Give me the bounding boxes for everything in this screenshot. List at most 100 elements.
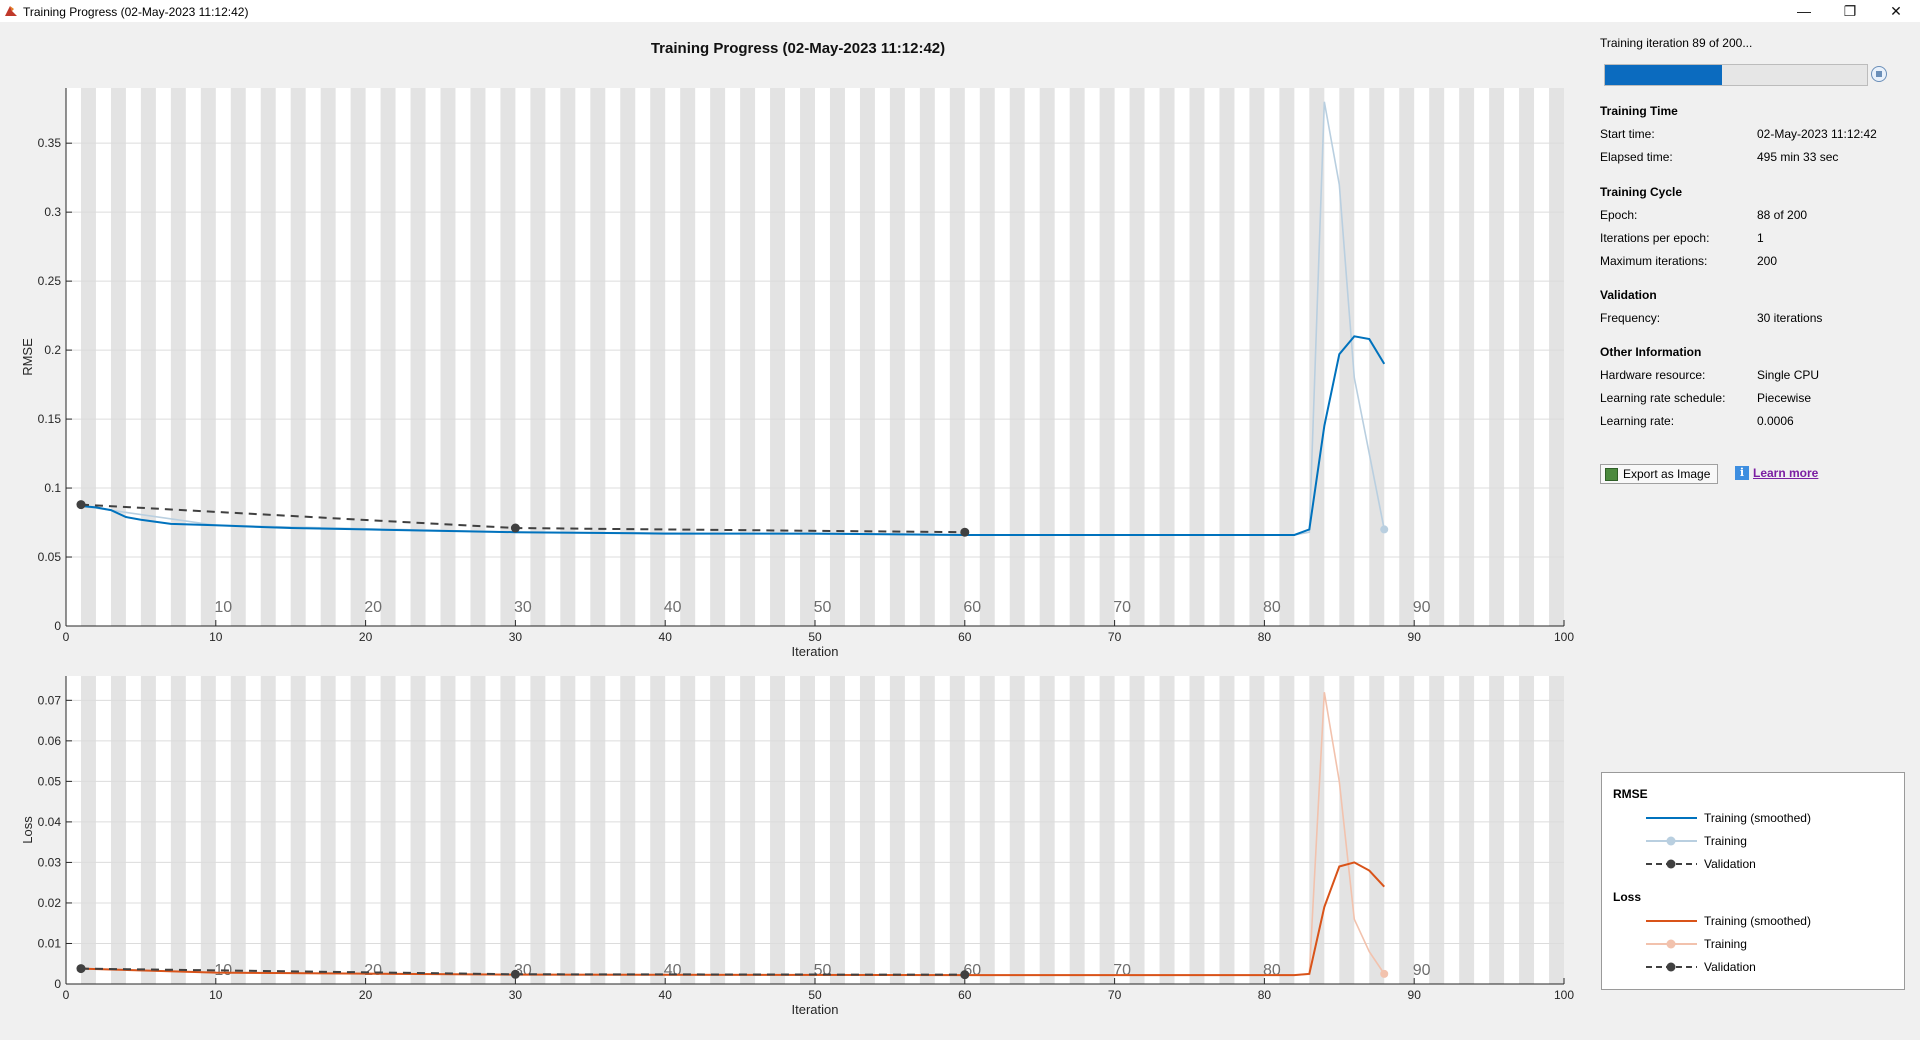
epoch-band (740, 88, 756, 626)
epoch-band (410, 88, 426, 626)
y-tick-label: 0 (54, 619, 61, 633)
hardware-resource-label: Hardware resource: (1600, 368, 1706, 382)
training-time-heading: Training Time (1600, 104, 1678, 118)
epoch-band (1099, 676, 1115, 984)
epoch-label: 60 (963, 599, 981, 616)
max-iterations-label: Maximum iterations: (1600, 254, 1708, 268)
epoch-band (500, 88, 516, 626)
y-tick-label: 0.35 (38, 136, 62, 150)
y-tick-label: 0.07 (38, 693, 62, 707)
x-tick-label: 40 (659, 988, 673, 1002)
epoch-band (650, 676, 666, 984)
x-tick-label: 40 (659, 630, 673, 644)
epoch-band (1429, 676, 1445, 984)
epoch-band (110, 88, 126, 626)
y-tick-label: 0.06 (38, 734, 62, 748)
x-tick-label: 30 (509, 630, 523, 644)
epoch-band (230, 88, 246, 626)
epoch-band (590, 676, 606, 984)
x-tick-label: 0 (63, 988, 70, 1002)
legend: RMSE Training (smoothed) Training Valida… (1601, 772, 1905, 990)
epoch-band (1369, 676, 1385, 984)
start-time-value: 02-May-2023 11:12:42 (1757, 127, 1877, 141)
epoch-band (260, 88, 276, 626)
frequency-value: 30 iterations (1757, 311, 1823, 325)
epoch-band (1189, 88, 1205, 626)
epoch-band (1249, 676, 1265, 984)
restore-button[interactable]: ❐ (1843, 3, 1857, 19)
epoch-band (560, 88, 576, 626)
epoch-band (1159, 676, 1175, 984)
epoch-label: 50 (814, 599, 832, 616)
lr-schedule-label: Learning rate schedule: (1600, 391, 1726, 405)
x-tick-label: 60 (958, 988, 972, 1002)
y-tick-label: 0.04 (38, 815, 62, 829)
epoch-band (1429, 88, 1445, 626)
other-information-heading: Other Information (1600, 345, 1702, 359)
epoch-band (380, 88, 396, 626)
epoch-band (949, 676, 965, 984)
legend-rmse-training-label: Training (1704, 834, 1747, 848)
epoch-band (1279, 676, 1295, 984)
epoch-band (800, 676, 815, 984)
epoch-band (440, 88, 456, 626)
epoch-band (590, 88, 606, 626)
epoch-band (470, 88, 486, 626)
legend-rmse-training: Training (1644, 833, 1884, 849)
image-icon (1605, 467, 1618, 481)
legend-loss-smoothed: Training (smoothed) (1644, 913, 1884, 929)
series-validation-marker (960, 970, 970, 980)
series-validation-marker (510, 523, 520, 533)
legend-loss-smoothed-label: Training (smoothed) (1704, 914, 1811, 928)
epoch-band (859, 676, 875, 984)
epoch-band (470, 676, 486, 984)
epoch-band (530, 676, 546, 984)
stop-training-button[interactable] (1871, 66, 1887, 82)
training-plots: 0 0.05 0.1 0.15 0.2 0.25 0.3 0.35 0 10 20 30 40 50 60 7… (20, 88, 1574, 1017)
epoch-band (770, 676, 786, 984)
epoch-band (290, 88, 306, 626)
epoch-band (1219, 676, 1235, 984)
epoch-band (1399, 88, 1415, 626)
epoch-band (800, 88, 815, 626)
epoch-band (320, 88, 336, 626)
series-training-marker (1380, 969, 1389, 978)
x-tick-label: 50 (808, 630, 822, 644)
epoch-band (919, 88, 935, 626)
series-validation-marker (960, 527, 970, 537)
epoch-label: 70 (1113, 599, 1131, 616)
progress-fill (1605, 65, 1722, 85)
close-button[interactable]: ✕ (1890, 3, 1902, 19)
figure-title: Training Progress (02-May-2023 11:12:42) (650, 40, 946, 57)
chart-rmse: 0 0.05 0.1 0.15 0.2 0.25 0.3 0.35 0 10 20 30 40 50 60 7… (20, 88, 1574, 659)
epoch-band (200, 676, 216, 984)
epoch-label: 50 (814, 962, 832, 979)
x-tick-label: 60 (958, 630, 972, 644)
legend-rmse-validation-label: Validation (1704, 857, 1756, 871)
y-tick-label: 0.2 (44, 343, 61, 357)
x-tick-label: 20 (359, 988, 373, 1002)
learn-more-text[interactable]: Learn more (1753, 466, 1819, 480)
epoch-band (560, 676, 576, 984)
epoch-label: Epoch: (1600, 208, 1638, 222)
y-axis-label: Loss (20, 816, 35, 844)
epoch-label: 30 (514, 599, 532, 616)
minimize-button[interactable]: — (1797, 3, 1811, 19)
epoch-band (230, 676, 246, 984)
y-tick-label: 0.3 (44, 205, 61, 219)
export-as-image-button[interactable]: Export as Image (1600, 464, 1718, 484)
epoch-band (140, 676, 156, 984)
series-validation-marker (76, 500, 86, 510)
iterations-per-epoch-value: 1 (1757, 231, 1764, 245)
epoch-band (260, 676, 276, 984)
epoch-band (170, 88, 186, 626)
epoch-band (380, 676, 396, 984)
epoch-band (1489, 676, 1505, 984)
y-tick-label: 0.05 (38, 774, 62, 788)
epoch-band (1459, 676, 1475, 984)
learn-more-link[interactable]: i Learn more (1735, 466, 1818, 480)
info-icon: i (1735, 466, 1749, 480)
epoch-band (1009, 88, 1025, 626)
epoch-band (1339, 88, 1355, 626)
x-tick-label: 70 (1108, 988, 1122, 1002)
